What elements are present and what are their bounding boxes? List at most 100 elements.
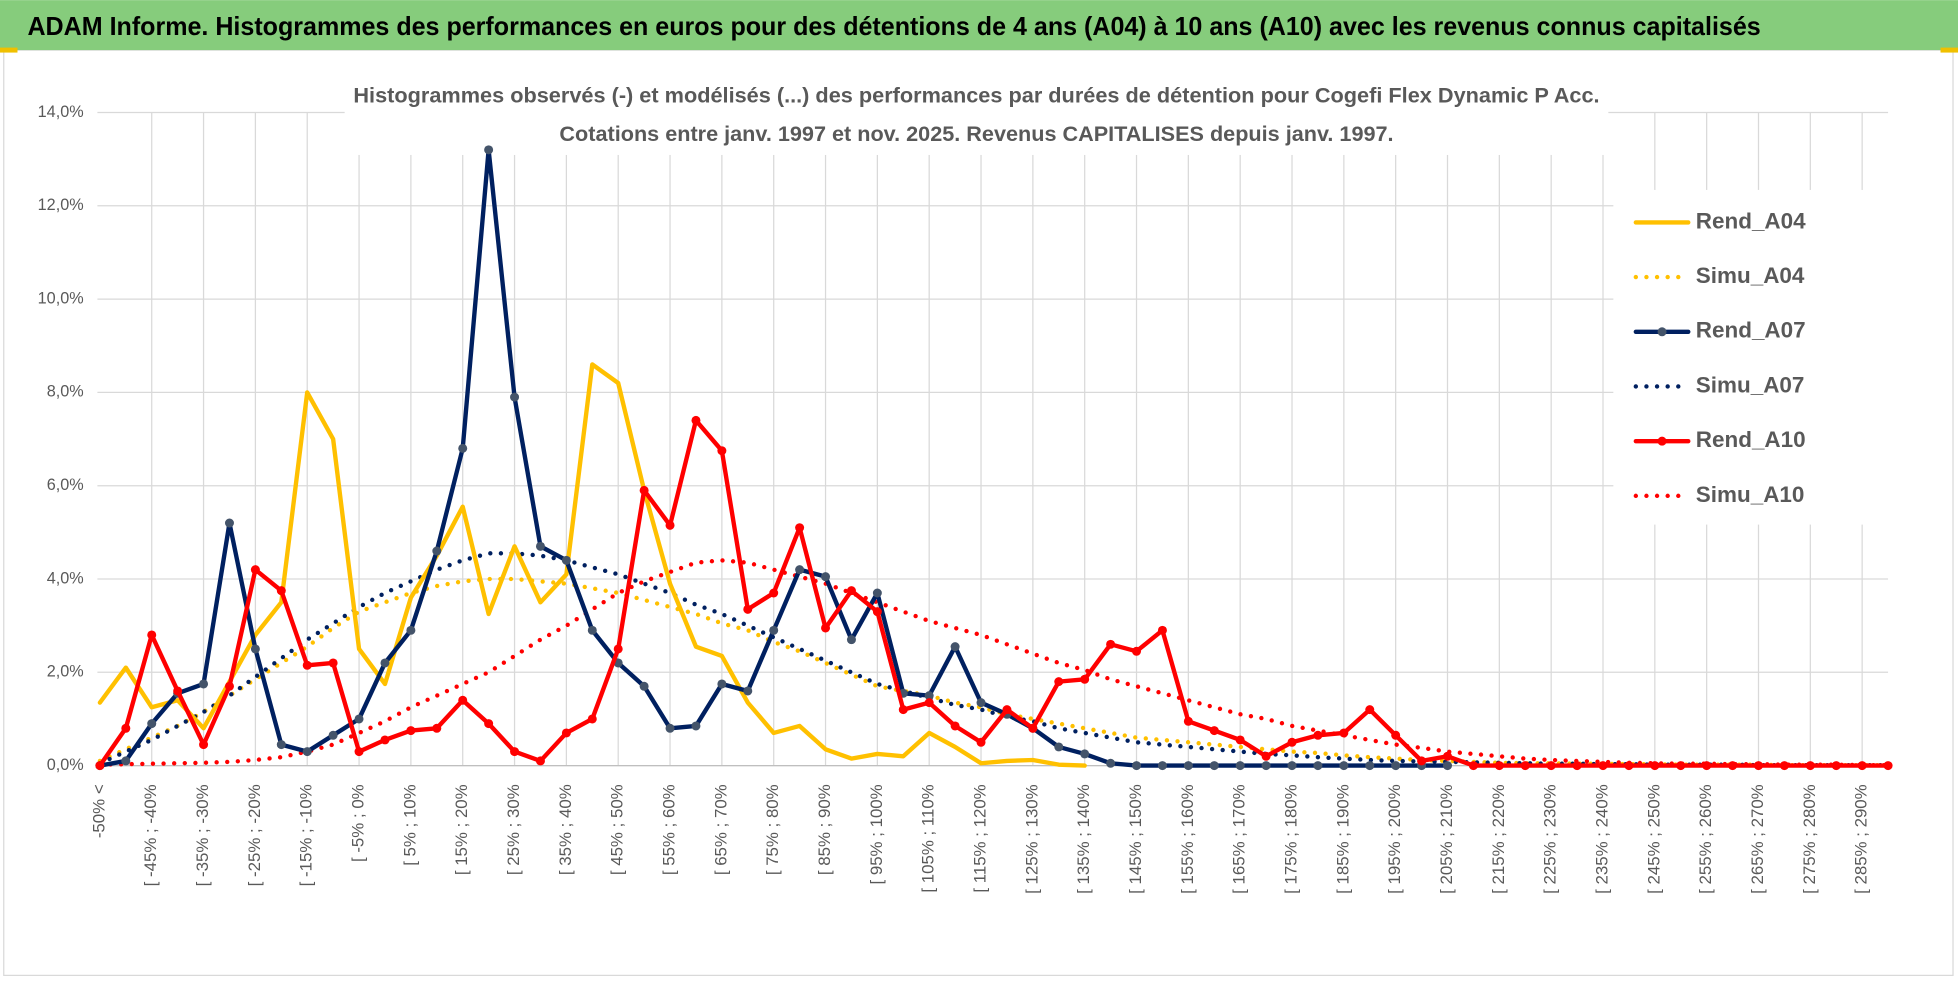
series-marker <box>224 681 234 691</box>
series-line <box>97 558 1891 768</box>
series-marker <box>1779 761 1789 771</box>
series-marker <box>795 523 805 533</box>
series-marker <box>717 446 727 456</box>
series-marker <box>1209 761 1219 771</box>
title-bar <box>0 0 1958 51</box>
x-tick-label: [ 35% ; 40% <box>556 784 575 875</box>
series-marker <box>1650 761 1660 771</box>
x-tick-label: -50% < <box>89 784 108 838</box>
series-marker <box>1235 761 1245 771</box>
series-marker <box>1494 761 1504 771</box>
series-marker <box>1805 761 1815 771</box>
series-marker <box>1365 761 1375 771</box>
series-marker <box>1002 705 1012 715</box>
x-tick-label: [ 195% ; 200% <box>1385 784 1404 894</box>
series-marker <box>1339 761 1349 771</box>
series-marker <box>1261 761 1271 771</box>
series-marker <box>1443 761 1453 771</box>
series-marker <box>1676 761 1686 771</box>
series-marker <box>924 691 934 701</box>
legend-label: Rend_A07 <box>1696 318 1806 343</box>
y-tick-label: 2,0% <box>47 663 84 681</box>
series-marker <box>1417 756 1427 766</box>
grid: 0,0% 2,0% 4,0% 6,0% 8,0% 10,0% 12,0% 14,0% -50% … <box>38 103 1889 894</box>
x-tick-label: [ 45% ; 50% <box>608 784 627 875</box>
series-marker <box>950 642 960 652</box>
x-tick-label: [ 85% ; 90% <box>815 784 834 875</box>
series-marker <box>250 644 260 654</box>
series-marker <box>484 719 494 729</box>
series-marker <box>458 695 468 705</box>
series-marker <box>1157 625 1167 635</box>
series-marker <box>587 625 597 635</box>
x-tick-label: [ 265% ; 270% <box>1748 784 1767 894</box>
x-tick-label: [ 215% ; 220% <box>1489 784 1508 894</box>
legend-label: Simu_A04 <box>1696 263 1805 288</box>
series-marker <box>1572 761 1582 771</box>
series-marker <box>1183 761 1193 771</box>
series-marker <box>1287 737 1297 747</box>
series-marker <box>406 726 416 736</box>
legend-box <box>1613 189 1891 525</box>
series-marker <box>224 518 234 528</box>
series-marker <box>1857 761 1867 771</box>
x-tick-label: [ 105% ; 110% <box>919 784 938 892</box>
series-line <box>97 551 1891 768</box>
series-marker <box>276 740 286 750</box>
x-tick-label: [ 135% ; 140% <box>1074 784 1093 894</box>
series-marker <box>1235 735 1245 745</box>
series-marker <box>354 714 364 724</box>
series-marker <box>173 686 183 696</box>
series-marker <box>1080 674 1090 684</box>
legend-label: Rend_A04 <box>1696 208 1806 233</box>
subtitle-bg <box>344 75 1609 155</box>
legend-label: Rend_A10 <box>1696 427 1806 452</box>
series-marker <box>1132 646 1142 656</box>
series-marker <box>1209 726 1219 736</box>
legend-marker <box>1657 436 1667 446</box>
chart-subtitle: Cotations entre janv. 1997 et nov. 2025.… <box>559 123 1393 146</box>
x-tick-label: [ 95% ; 100% <box>867 784 886 884</box>
series-marker <box>821 623 831 633</box>
series-marker <box>976 698 986 708</box>
series-marker <box>691 415 701 425</box>
series-marker <box>1468 761 1478 771</box>
series-marker <box>1391 730 1401 740</box>
x-tick-label: [ -35% ; -30% <box>193 784 212 886</box>
series-marker <box>1520 761 1530 771</box>
series-marker <box>665 520 675 530</box>
series-marker <box>1546 761 1556 771</box>
series-marker <box>250 565 260 575</box>
series-marker <box>484 145 494 155</box>
series-marker <box>406 625 416 635</box>
series-marker <box>1054 742 1064 752</box>
x-tick-label: [ 275% ; 280% <box>1800 784 1819 894</box>
corner <box>1940 47 1958 53</box>
series-marker <box>302 660 312 670</box>
y-tick-label: 0,0% <box>47 756 84 774</box>
series-marker <box>1391 761 1401 771</box>
series-marker <box>561 728 571 738</box>
series-marker <box>898 705 908 715</box>
series-marker <box>95 761 105 771</box>
series-marker <box>1831 761 1841 771</box>
legend-marker <box>1657 327 1667 337</box>
corner <box>0 47 18 53</box>
series <box>95 145 1893 771</box>
y-tick-label: 12,0% <box>38 196 84 214</box>
series-marker <box>1132 761 1142 771</box>
x-tick-label: [ -45% ; -40% <box>141 784 160 886</box>
x-tick-label: [ 165% ; 170% <box>1230 784 1249 894</box>
series-marker <box>432 723 442 733</box>
series-marker <box>743 604 753 614</box>
x-tick-label: [ 5% ; 10% <box>400 784 419 865</box>
series-marker <box>121 723 131 733</box>
series-marker <box>872 607 882 617</box>
series-marker <box>276 586 286 596</box>
series-marker <box>1261 751 1271 761</box>
legend-label: Simu_A10 <box>1696 482 1805 507</box>
series-marker <box>354 747 364 757</box>
x-tick-label: [ 235% ; 240% <box>1592 784 1611 894</box>
series-marker <box>769 625 779 635</box>
series-marker <box>328 658 338 668</box>
